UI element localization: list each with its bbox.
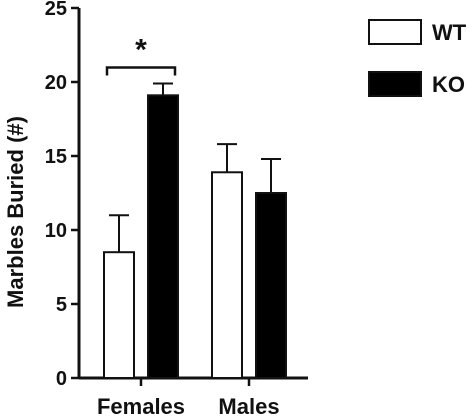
bars [103, 82, 287, 379]
y-tick-label: 10 [45, 220, 67, 242]
bar-wt-females [103, 251, 135, 379]
legend-label-wt: WT [432, 20, 467, 45]
x-tick-labels: Females Males [97, 394, 280, 419]
legend-label-ko: KO [432, 72, 465, 97]
significance-bracket [105, 66, 177, 76]
y-axis-label: Marbles Buried (#) [3, 116, 28, 308]
significance-marker: * [135, 33, 147, 66]
bar-ko-females [147, 94, 179, 379]
y-tick-label: 15 [45, 146, 67, 168]
annotations: * [105, 33, 177, 76]
y-tick-label: 0 [56, 368, 67, 390]
y-tick-label: 5 [56, 294, 67, 316]
legend: WT KO [368, 19, 467, 97]
y-tick-label: 25 [45, 0, 67, 20]
y-ticks: 0 5 10 15 20 25 [45, 0, 79, 390]
bar-ko-males [255, 192, 287, 379]
y-tick-label: 20 [45, 72, 67, 94]
x-tick-label: Females [97, 394, 185, 419]
x-tick-label: Males [218, 394, 279, 419]
bar-wt-males [211, 171, 243, 379]
legend-swatch-ko [368, 71, 422, 97]
legend-swatch-wt [368, 19, 422, 45]
